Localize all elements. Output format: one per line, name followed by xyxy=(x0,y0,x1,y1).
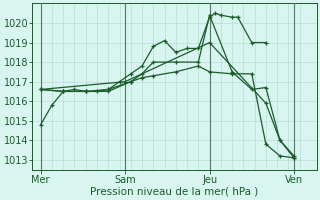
X-axis label: Pression niveau de la mer( hPa ): Pression niveau de la mer( hPa ) xyxy=(90,187,259,197)
